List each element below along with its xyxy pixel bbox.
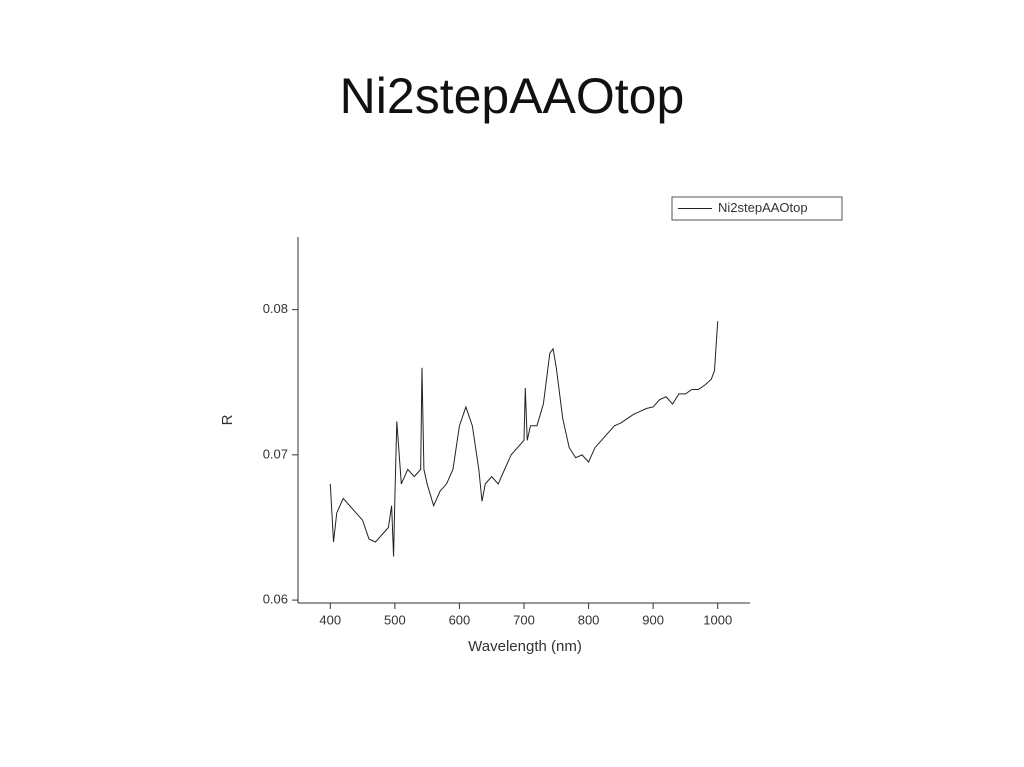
y-axis-title: R xyxy=(219,414,236,425)
x-tick-label: 600 xyxy=(449,612,471,627)
y-tick-label: 0.06 xyxy=(263,592,288,607)
x-tick-label: 700 xyxy=(513,612,535,627)
legend-label: Ni2stepAAOtop xyxy=(718,200,808,215)
x-tick-label: 500 xyxy=(384,612,406,627)
legend-box xyxy=(671,196,843,221)
slide-title: Ni2stepAAOtop xyxy=(340,68,685,124)
x-axis-title: Wavelength (nm) xyxy=(468,638,582,655)
y-tick-label: 0.07 xyxy=(263,446,288,461)
x-tick-label: 800 xyxy=(578,612,600,627)
data-line xyxy=(329,321,719,557)
x-tick-label: 400 xyxy=(319,612,341,627)
x-tick-label: 1000 xyxy=(703,612,732,627)
x-tick-label: 900 xyxy=(642,612,664,627)
y-tick-label: 0.08 xyxy=(263,301,288,316)
